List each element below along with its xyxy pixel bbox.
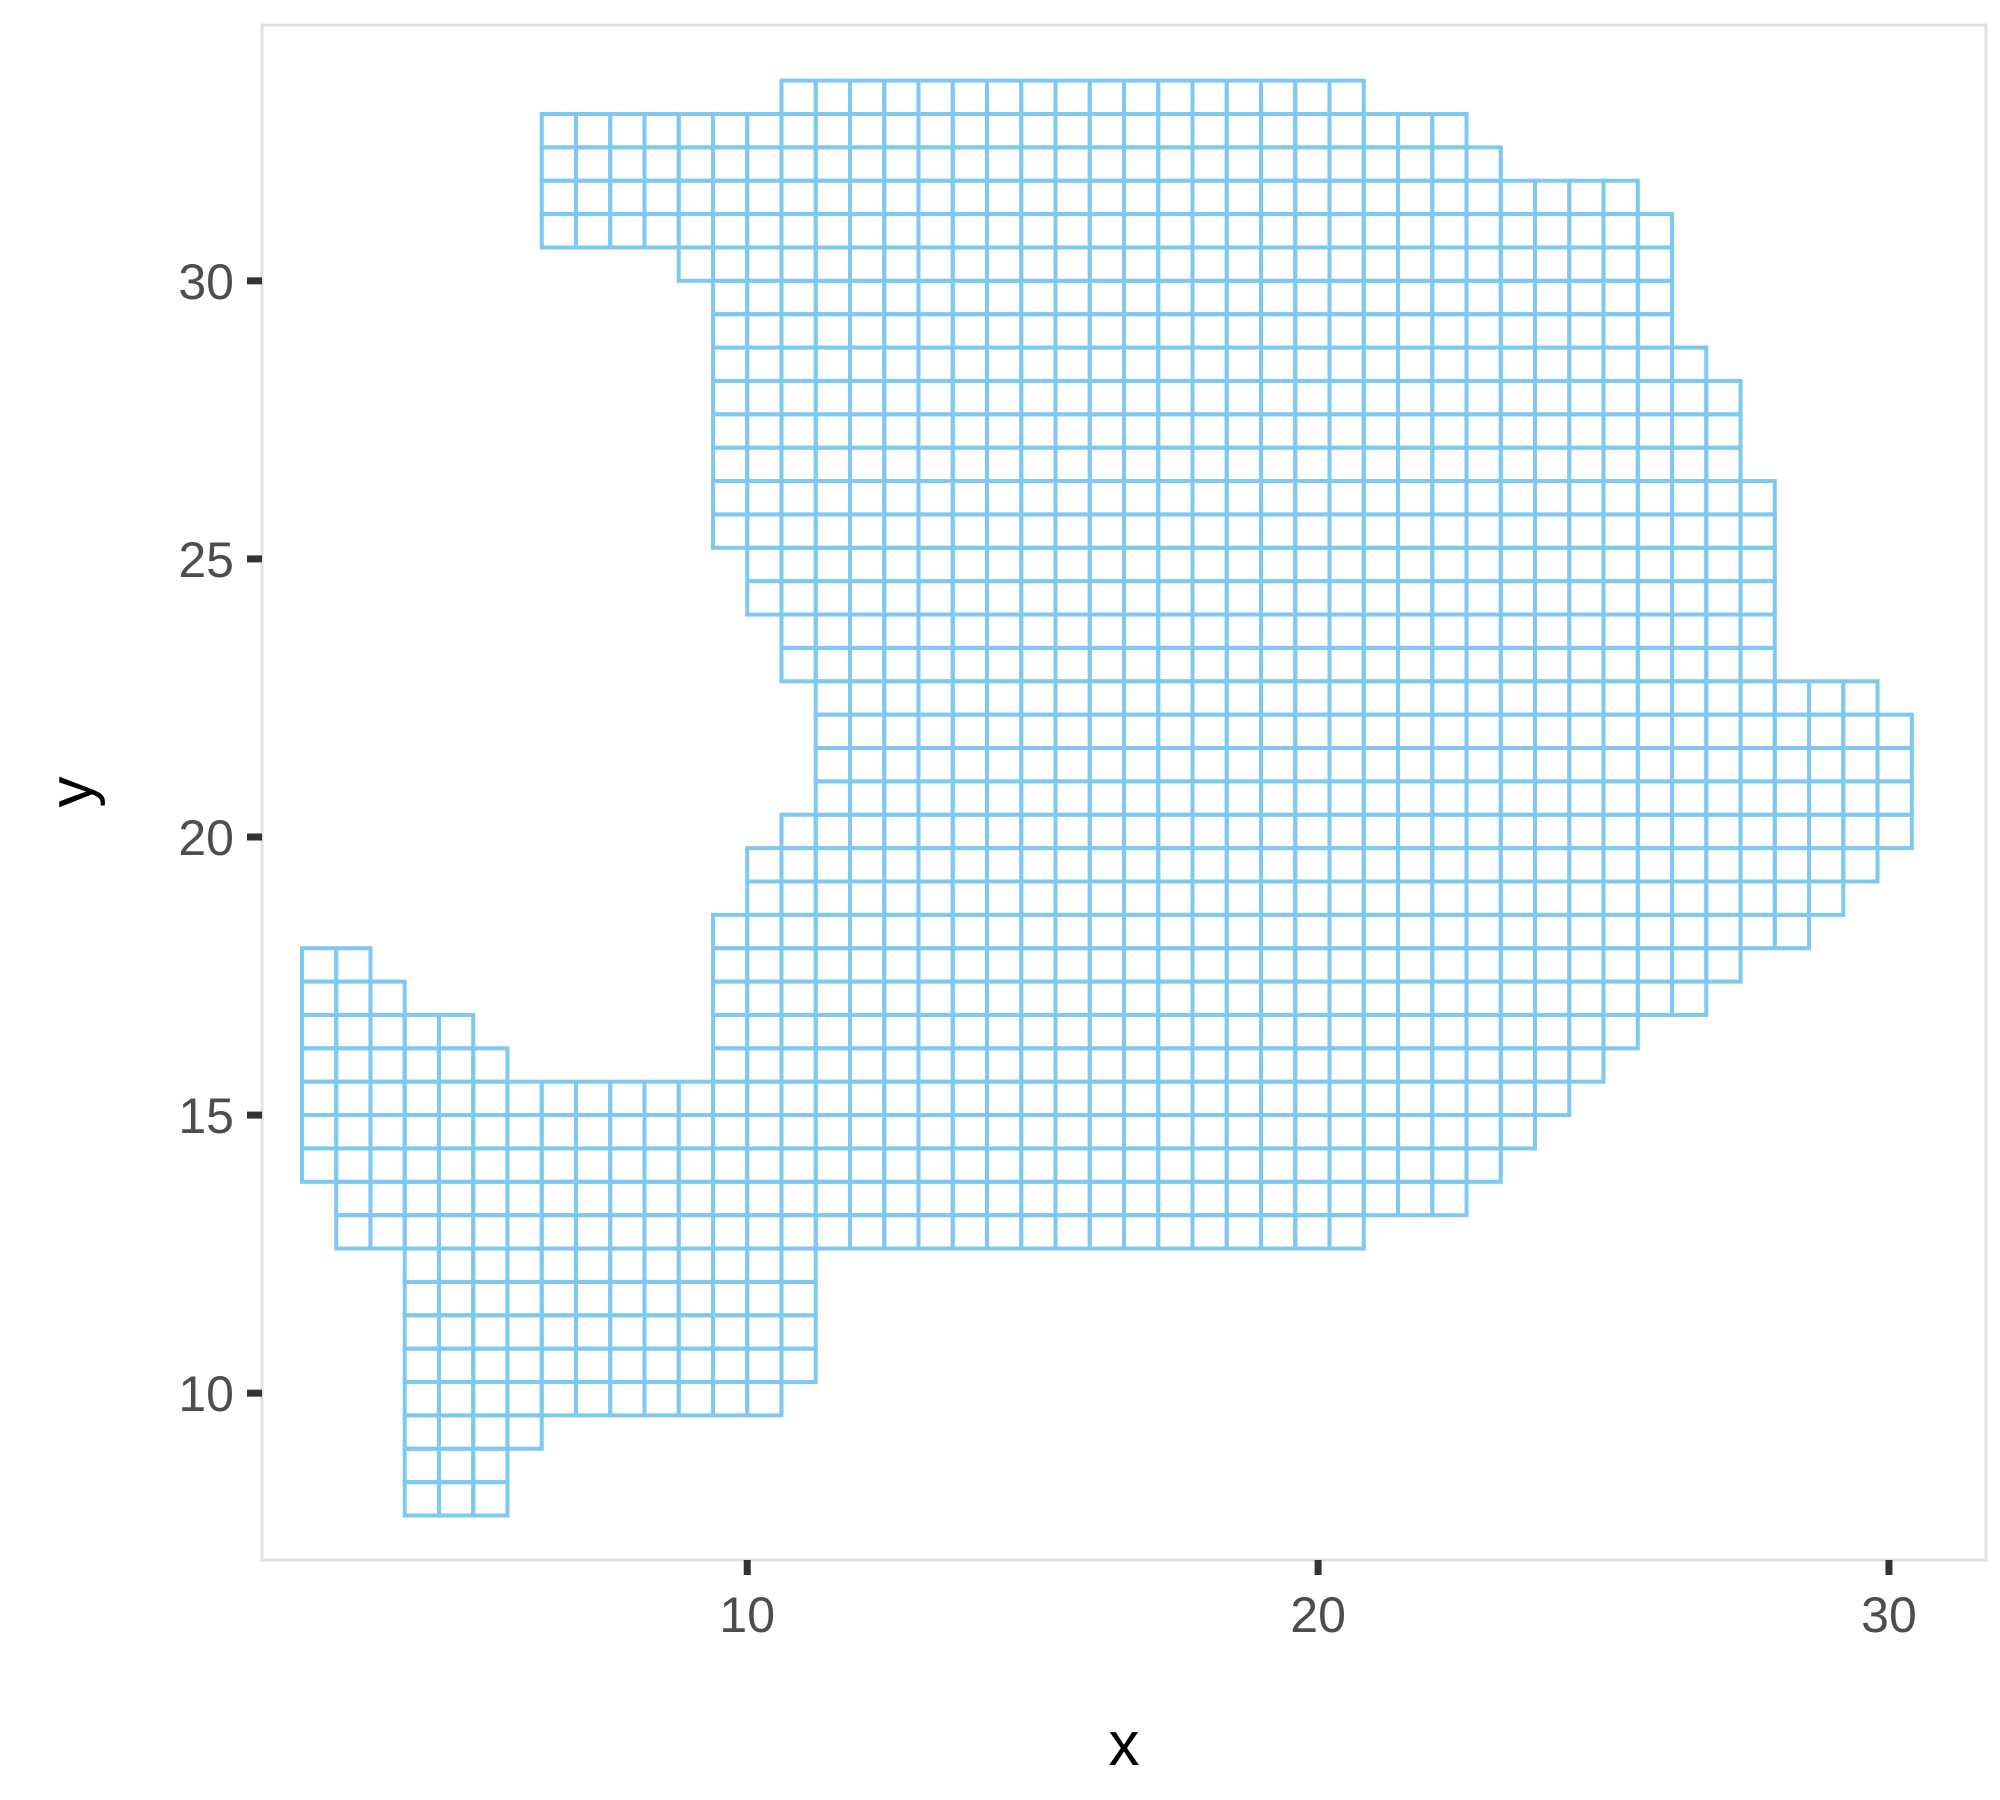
y-tick-label: 20	[178, 810, 234, 866]
data-point	[1670, 979, 1709, 1017]
x-axis: 10 20 30	[719, 1560, 1917, 1643]
panel-border	[260, 23, 1988, 1562]
x-tick-label: 30	[1861, 1587, 1917, 1643]
data-point	[505, 1413, 544, 1451]
y-axis-title: y	[37, 777, 106, 808]
data-point	[1498, 1113, 1538, 1151]
y-tick-label: 30	[178, 254, 234, 310]
x-tick-label: 20	[1290, 1587, 1346, 1643]
data-point	[1875, 812, 1914, 851]
data-point	[745, 1380, 784, 1418]
points-layer	[299, 78, 1914, 1518]
data-point	[1464, 1146, 1503, 1184]
y-axis: 10 15 20 25 30	[178, 254, 262, 1422]
data-point	[1841, 846, 1880, 884]
data-point	[1430, 1179, 1469, 1218]
data-point	[1601, 1012, 1640, 1051]
data-point	[1533, 1079, 1572, 1118]
data-point	[471, 1480, 510, 1518]
data-point	[1327, 1213, 1366, 1251]
y-tick-label: 15	[178, 1088, 234, 1144]
y-tick-label: 10	[178, 1366, 234, 1422]
data-point	[779, 1346, 818, 1385]
y-tick-label: 25	[178, 532, 234, 588]
data-point	[1704, 946, 1743, 984]
x-axis-title: x	[1109, 1710, 1140, 1779]
data-point	[1807, 879, 1846, 917]
data-point	[1567, 1046, 1606, 1084]
x-tick-label: 10	[719, 1587, 775, 1643]
data-point	[1772, 912, 1812, 951]
